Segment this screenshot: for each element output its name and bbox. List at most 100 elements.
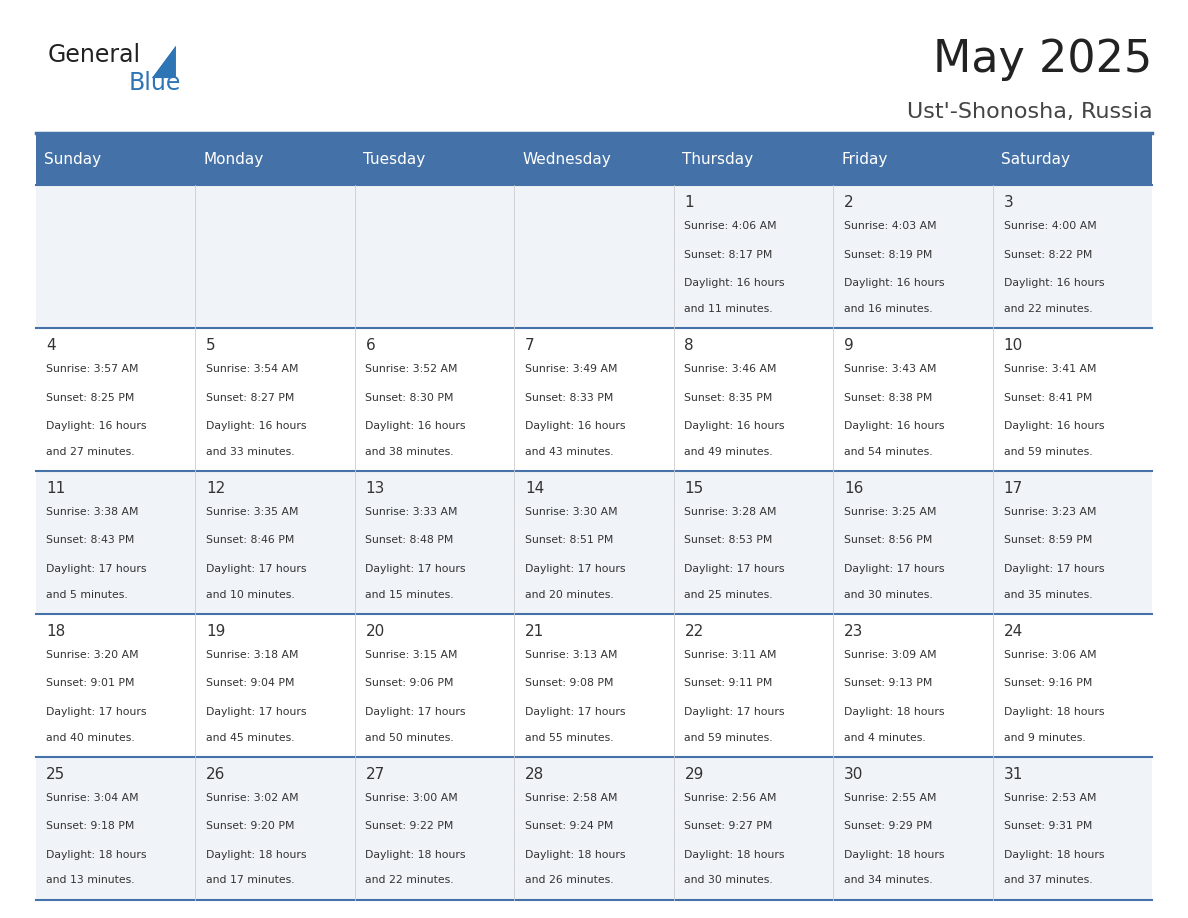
Text: Sunrise: 3:35 AM: Sunrise: 3:35 AM — [206, 507, 298, 517]
Text: Sunset: 8:17 PM: Sunset: 8:17 PM — [684, 250, 773, 260]
Text: Sunrise: 3:41 AM: Sunrise: 3:41 AM — [1004, 364, 1097, 374]
Text: Sunset: 9:08 PM: Sunset: 9:08 PM — [525, 678, 613, 688]
Text: 13: 13 — [366, 481, 385, 496]
Text: Saturday: Saturday — [1000, 151, 1070, 167]
Text: Daylight: 18 hours: Daylight: 18 hours — [206, 850, 307, 859]
Text: Ust'-Shonosha, Russia: Ust'-Shonosha, Russia — [906, 102, 1152, 122]
Text: Sunrise: 3:33 AM: Sunrise: 3:33 AM — [366, 507, 457, 517]
Text: 26: 26 — [206, 767, 226, 782]
Text: Sunset: 9:04 PM: Sunset: 9:04 PM — [206, 678, 295, 688]
Text: and 9 minutes.: and 9 minutes. — [1004, 733, 1086, 743]
Text: 16: 16 — [843, 481, 864, 496]
Text: and 15 minutes.: and 15 minutes. — [366, 589, 454, 599]
Text: Daylight: 17 hours: Daylight: 17 hours — [206, 564, 307, 574]
Text: Daylight: 16 hours: Daylight: 16 hours — [46, 421, 147, 431]
Text: Sunrise: 3:00 AM: Sunrise: 3:00 AM — [366, 792, 459, 802]
Text: Tuesday: Tuesday — [362, 151, 425, 167]
Text: Sunrise: 3:15 AM: Sunrise: 3:15 AM — [366, 650, 457, 660]
Text: and 33 minutes.: and 33 minutes. — [206, 447, 295, 457]
Text: Sunset: 8:25 PM: Sunset: 8:25 PM — [46, 393, 134, 403]
Text: Daylight: 18 hours: Daylight: 18 hours — [1004, 850, 1104, 859]
Text: Daylight: 18 hours: Daylight: 18 hours — [684, 850, 785, 859]
Text: Sunrise: 2:55 AM: Sunrise: 2:55 AM — [843, 792, 936, 802]
Text: and 4 minutes.: and 4 minutes. — [843, 733, 925, 743]
Text: Daylight: 16 hours: Daylight: 16 hours — [366, 421, 466, 431]
Text: and 5 minutes.: and 5 minutes. — [46, 589, 128, 599]
Text: Sunset: 9:27 PM: Sunset: 9:27 PM — [684, 821, 773, 831]
Text: May 2025: May 2025 — [933, 39, 1152, 81]
Text: 14: 14 — [525, 481, 544, 496]
Text: Daylight: 18 hours: Daylight: 18 hours — [843, 850, 944, 859]
Text: General: General — [48, 43, 140, 67]
Text: Sunrise: 3:49 AM: Sunrise: 3:49 AM — [525, 364, 618, 374]
Text: Sunrise: 4:06 AM: Sunrise: 4:06 AM — [684, 221, 777, 231]
Text: Daylight: 16 hours: Daylight: 16 hours — [684, 278, 785, 288]
Text: Sunset: 9:29 PM: Sunset: 9:29 PM — [843, 821, 933, 831]
Text: Sunset: 9:13 PM: Sunset: 9:13 PM — [843, 678, 933, 688]
Text: 22: 22 — [684, 624, 703, 639]
Text: Daylight: 16 hours: Daylight: 16 hours — [684, 421, 785, 431]
Text: 24: 24 — [1004, 624, 1023, 639]
Text: Daylight: 17 hours: Daylight: 17 hours — [1004, 564, 1104, 574]
Text: 2: 2 — [843, 196, 854, 210]
Text: 31: 31 — [1004, 767, 1023, 782]
Text: Daylight: 17 hours: Daylight: 17 hours — [684, 564, 785, 574]
Text: Daylight: 17 hours: Daylight: 17 hours — [525, 707, 625, 717]
Text: 28: 28 — [525, 767, 544, 782]
Text: 7: 7 — [525, 338, 535, 353]
Text: 15: 15 — [684, 481, 703, 496]
Text: and 49 minutes.: and 49 minutes. — [684, 447, 773, 457]
Text: Sunset: 8:27 PM: Sunset: 8:27 PM — [206, 393, 295, 403]
Text: Sunrise: 3:11 AM: Sunrise: 3:11 AM — [684, 650, 777, 660]
Text: Sunday: Sunday — [44, 151, 101, 167]
Text: Sunset: 9:11 PM: Sunset: 9:11 PM — [684, 678, 773, 688]
Text: 12: 12 — [206, 481, 225, 496]
Text: Daylight: 16 hours: Daylight: 16 hours — [1004, 421, 1104, 431]
Text: Daylight: 16 hours: Daylight: 16 hours — [206, 421, 307, 431]
Text: Daylight: 17 hours: Daylight: 17 hours — [46, 707, 147, 717]
Text: 25: 25 — [46, 767, 65, 782]
Text: 9: 9 — [843, 338, 854, 353]
Text: 8: 8 — [684, 338, 694, 353]
Text: Sunrise: 3:25 AM: Sunrise: 3:25 AM — [843, 507, 936, 517]
Text: 10: 10 — [1004, 338, 1023, 353]
Text: and 54 minutes.: and 54 minutes. — [843, 447, 933, 457]
Text: and 26 minutes.: and 26 minutes. — [525, 876, 613, 885]
Text: 4: 4 — [46, 338, 56, 353]
Text: and 10 minutes.: and 10 minutes. — [206, 589, 295, 599]
Text: 3: 3 — [1004, 196, 1013, 210]
Text: 21: 21 — [525, 624, 544, 639]
Text: and 30 minutes.: and 30 minutes. — [843, 589, 933, 599]
Text: and 22 minutes.: and 22 minutes. — [1004, 304, 1092, 314]
Text: and 34 minutes.: and 34 minutes. — [843, 876, 933, 885]
Text: Daylight: 17 hours: Daylight: 17 hours — [366, 707, 466, 717]
Text: Daylight: 17 hours: Daylight: 17 hours — [366, 564, 466, 574]
Text: Thursday: Thursday — [682, 151, 753, 167]
Text: 1: 1 — [684, 196, 694, 210]
Text: 5: 5 — [206, 338, 215, 353]
Text: and 45 minutes.: and 45 minutes. — [206, 733, 295, 743]
Text: Daylight: 18 hours: Daylight: 18 hours — [843, 707, 944, 717]
Text: Sunset: 9:24 PM: Sunset: 9:24 PM — [525, 821, 613, 831]
Text: Sunset: 9:06 PM: Sunset: 9:06 PM — [366, 678, 454, 688]
Text: Sunset: 8:22 PM: Sunset: 8:22 PM — [1004, 250, 1092, 260]
Text: and 37 minutes.: and 37 minutes. — [1004, 876, 1092, 885]
Text: and 50 minutes.: and 50 minutes. — [366, 733, 454, 743]
Text: Sunset: 8:56 PM: Sunset: 8:56 PM — [843, 535, 933, 545]
Text: Sunrise: 3:20 AM: Sunrise: 3:20 AM — [46, 650, 139, 660]
Text: Sunset: 8:30 PM: Sunset: 8:30 PM — [366, 393, 454, 403]
Text: Sunrise: 3:23 AM: Sunrise: 3:23 AM — [1004, 507, 1097, 517]
Text: and 22 minutes.: and 22 minutes. — [366, 876, 454, 885]
Text: 18: 18 — [46, 624, 65, 639]
Text: and 38 minutes.: and 38 minutes. — [366, 447, 454, 457]
Text: Sunrise: 3:13 AM: Sunrise: 3:13 AM — [525, 650, 618, 660]
Polygon shape — [152, 46, 176, 78]
Text: Sunrise: 2:58 AM: Sunrise: 2:58 AM — [525, 792, 618, 802]
Text: 23: 23 — [843, 624, 864, 639]
Text: and 59 minutes.: and 59 minutes. — [1004, 447, 1092, 457]
Text: and 43 minutes.: and 43 minutes. — [525, 447, 613, 457]
Text: 17: 17 — [1004, 481, 1023, 496]
Text: Daylight: 18 hours: Daylight: 18 hours — [46, 850, 147, 859]
Text: Daylight: 18 hours: Daylight: 18 hours — [366, 850, 466, 859]
Text: 29: 29 — [684, 767, 703, 782]
